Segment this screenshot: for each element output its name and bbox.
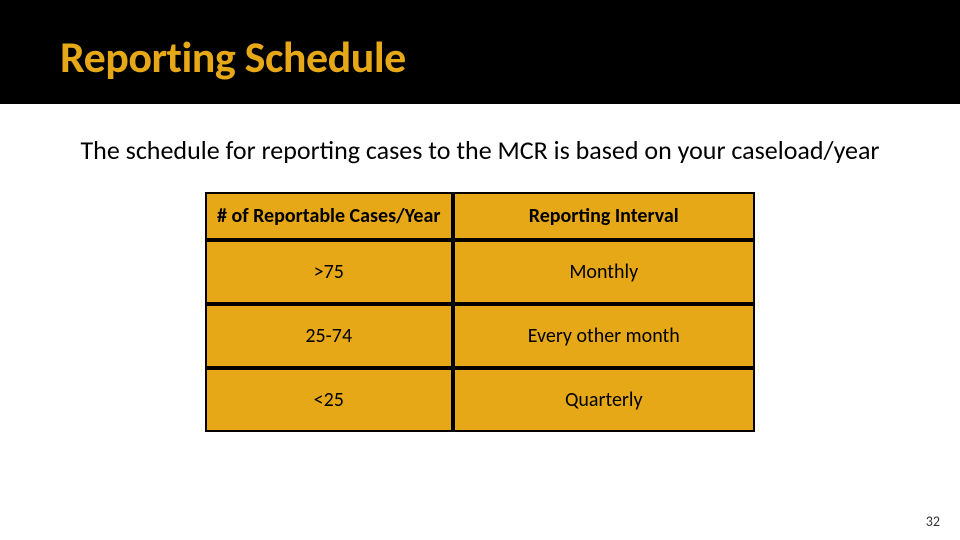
table-row: >75 Monthly [205,240,755,304]
table-row: 25-74 Every other month [205,304,755,368]
table-row: <25 Quarterly [205,368,755,432]
table-cell-interval: Every other month [453,304,756,368]
reporting-schedule-table: # of Reportable Cases/Year Reporting Int… [205,192,755,432]
subtitle-text: The schedule for reporting cases to the … [0,104,960,192]
table-header-cases: # of Reportable Cases/Year [205,192,453,240]
table-cell-interval: Quarterly [453,368,756,432]
table-header-interval: Reporting Interval [453,192,756,240]
table-header-row: # of Reportable Cases/Year Reporting Int… [205,192,755,240]
table-cell-cases: <25 [205,368,453,432]
table-cell-interval: Monthly [453,240,756,304]
page-number: 32 [926,513,940,530]
table-container: # of Reportable Cases/Year Reporting Int… [0,192,960,432]
table-cell-cases: >75 [205,240,453,304]
page-title: Reporting Schedule [60,30,960,84]
header-band: Reporting Schedule [0,0,960,104]
table-cell-cases: 25-74 [205,304,453,368]
